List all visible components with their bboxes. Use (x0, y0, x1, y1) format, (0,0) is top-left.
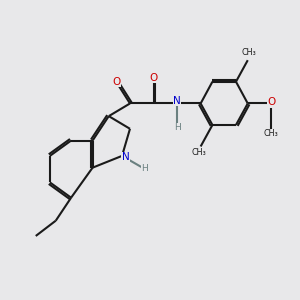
Text: O: O (149, 73, 158, 83)
Text: O: O (112, 77, 120, 87)
Text: O: O (268, 97, 276, 107)
Text: CH₃: CH₃ (242, 48, 256, 57)
Text: H: H (174, 123, 181, 132)
Text: CH₃: CH₃ (192, 148, 206, 157)
Text: N: N (122, 152, 129, 162)
Text: N: N (173, 95, 181, 106)
Text: H: H (141, 164, 148, 173)
Text: CH₃: CH₃ (264, 129, 279, 138)
